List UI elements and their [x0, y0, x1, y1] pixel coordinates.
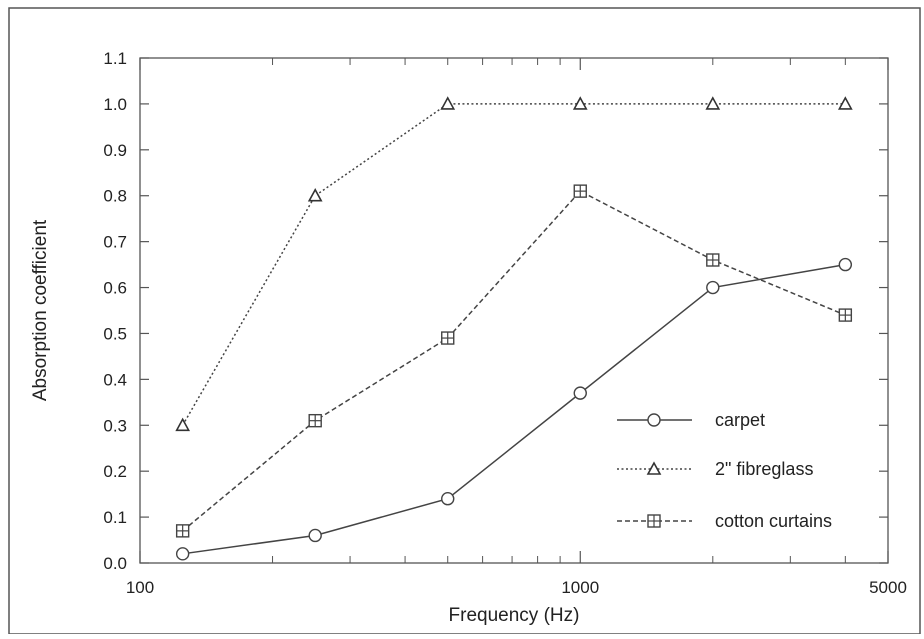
- y-tick-label: 0.6: [103, 279, 127, 298]
- data-point: [441, 492, 455, 506]
- y-tick-label: 1.1: [103, 49, 127, 68]
- y-tick-label: 0.7: [103, 233, 127, 252]
- y-tick-label: 1.0: [103, 95, 127, 114]
- legend-marker: [647, 413, 661, 427]
- axis-ticks: [139, 57, 889, 564]
- x-tick-label: 5000: [869, 578, 907, 597]
- y-tick-label: 0.0: [103, 554, 127, 573]
- data-point: [838, 308, 853, 322]
- y-tick-label: 0.1: [103, 508, 127, 527]
- legend: carpet 2" fibreglass cotton curtains: [617, 410, 832, 531]
- data-point: [706, 280, 720, 295]
- series-line-1: [182, 103, 846, 426]
- legend-label: carpet: [715, 410, 765, 430]
- x-tick-label: 1000: [561, 578, 599, 597]
- x-tick-label: 100: [126, 578, 154, 597]
- legend-label: cotton curtains: [715, 511, 832, 531]
- data-point: [175, 417, 191, 432]
- axis-tick-labels: 0.0 0.1 0.2 0.3 0.4 0.5 0.6 0.7 0.8 0.9 1.0 1.1 100 1…: [103, 49, 907, 597]
- y-tick-label: 0.2: [103, 462, 127, 481]
- series-line-2: [182, 190, 846, 532]
- data-point: [837, 96, 853, 110]
- series-lines: [182, 103, 846, 555]
- x-axis-title: Frequency (Hz): [449, 605, 580, 626]
- data-point: [175, 547, 190, 561]
- legend-label: 2" fibreglass: [715, 459, 813, 479]
- data-point: [572, 96, 588, 110]
- data-point: [441, 331, 455, 345]
- y-axis-title: Absorption coefficient: [30, 219, 51, 401]
- data-point: [573, 184, 587, 198]
- y-tick-label: 0.5: [103, 324, 127, 343]
- data-point: [573, 386, 587, 400]
- y-tick-label: 0.4: [103, 370, 127, 389]
- data-point: [308, 528, 322, 543]
- data-point: [440, 96, 456, 110]
- series-line-0: [182, 263, 846, 555]
- plot-area: [139, 57, 889, 564]
- y-tick-label: 0.3: [103, 416, 127, 435]
- legend-marker: [646, 461, 662, 475]
- data-point: [705, 96, 721, 110]
- data-point: [308, 413, 322, 428]
- data-point: [706, 253, 720, 267]
- data-point: [175, 524, 190, 538]
- y-tick-label: 0.9: [103, 141, 127, 160]
- y-tick-label: 0.8: [103, 187, 127, 206]
- data-point: [838, 257, 853, 272]
- series-markers: [175, 96, 853, 561]
- outer-border: [8, 7, 921, 635]
- legend-marker: [647, 514, 661, 528]
- data-point: [307, 188, 323, 202]
